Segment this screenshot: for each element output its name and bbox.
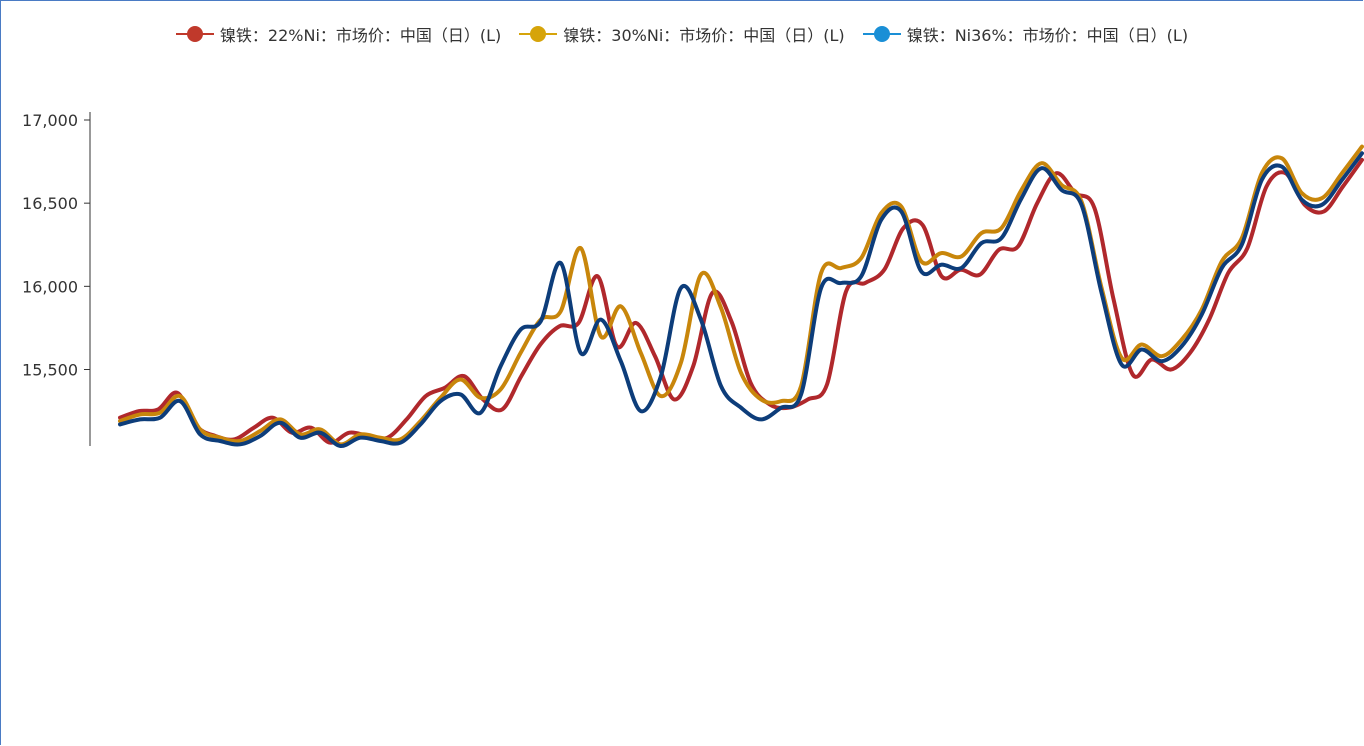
series-line-3: [118, 151, 1364, 449]
series-line-1: [118, 157, 1364, 445]
legend-label: 镍铁：22%Ni：市场价：中国（日）(L): [219, 26, 502, 45]
y-tick-label: 15,500: [22, 360, 78, 379]
legend-item[interactable]: 镍铁：30%Ni：市场价：中国（日）(L): [519, 22, 845, 46]
series-line-2: [118, 144, 1364, 447]
legend-marker-icon: [519, 26, 558, 42]
legend-item[interactable]: 镍铁：22%Ni：市场价：中国（日）(L): [175, 22, 502, 46]
legend-marker-icon: [175, 26, 214, 42]
chart-legend: 镍铁：22%Ni：市场价：中国（日）(L) 镍铁：30%Ni：市场价：中国（日）(…: [0, 22, 1364, 46]
y-tick-label: 16,500: [22, 194, 78, 213]
y-tick-label: 17,000: [22, 111, 78, 130]
legend-label: 镍铁：Ni36%：市场价：中国（日）(L): [906, 26, 1189, 45]
legend-label: 镍铁：30%Ni：市场价：中国（日）(L): [563, 26, 845, 45]
legend-item[interactable]: 镍铁：Ni36%：市场价：中国（日）(L): [862, 22, 1189, 46]
y-tick-label: 16,000: [22, 277, 78, 296]
legend-marker-icon: [862, 26, 901, 42]
